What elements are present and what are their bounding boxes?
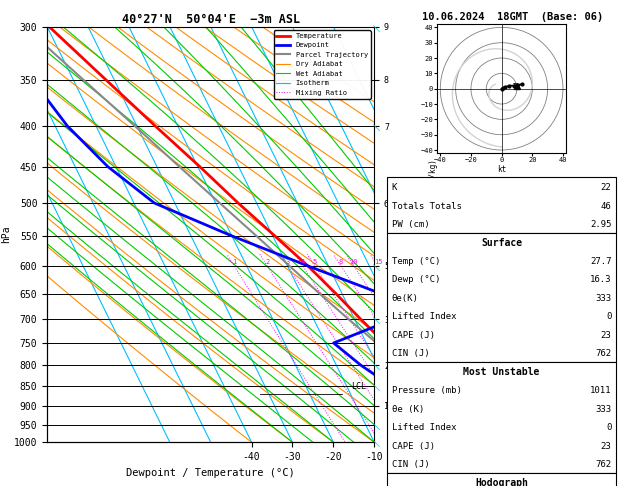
Text: Temp (°C): Temp (°C) [392, 257, 440, 266]
Text: 4: 4 [301, 259, 305, 265]
Text: Mixing Ratio (g/kg): Mixing Ratio (g/kg) [428, 159, 438, 247]
Text: Dewp (°C): Dewp (°C) [392, 276, 440, 284]
Text: 22: 22 [601, 183, 611, 192]
Text: CIN (J): CIN (J) [392, 460, 430, 469]
Text: 23: 23 [601, 442, 611, 451]
Text: |: | [371, 381, 381, 391]
Text: 1: 1 [232, 259, 237, 265]
Text: 0: 0 [606, 423, 611, 432]
Text: Lifted Index: Lifted Index [392, 312, 457, 321]
Text: |: | [371, 121, 381, 131]
Text: CAPE (J): CAPE (J) [392, 331, 435, 340]
Text: PW (cm): PW (cm) [392, 220, 430, 229]
X-axis label: kt: kt [497, 165, 506, 174]
Text: 15: 15 [374, 259, 382, 265]
Text: |: | [371, 437, 381, 447]
Legend: Temperature, Dewpoint, Parcel Trajectory, Dry Adiabat, Wet Adiabat, Isotherm, Mi: Temperature, Dewpoint, Parcel Trajectory… [274, 30, 370, 99]
Text: 3: 3 [286, 259, 290, 265]
Text: 10: 10 [350, 259, 358, 265]
Y-axis label: km
ASL: km ASL [392, 227, 411, 242]
Text: 1011: 1011 [590, 386, 611, 395]
X-axis label: Dewpoint / Temperature (°C): Dewpoint / Temperature (°C) [126, 468, 295, 478]
Text: 333: 333 [595, 405, 611, 414]
Text: 27.7: 27.7 [590, 257, 611, 266]
Text: CAPE (J): CAPE (J) [392, 442, 435, 451]
Text: K: K [392, 183, 398, 192]
Text: 23: 23 [601, 331, 611, 340]
Y-axis label: hPa: hPa [1, 226, 11, 243]
Text: 762: 762 [595, 349, 611, 358]
Text: |: | [371, 419, 381, 430]
Text: CIN (J): CIN (J) [392, 349, 430, 358]
Text: 2: 2 [265, 259, 269, 265]
Text: |: | [371, 261, 381, 271]
Text: Lifted Index: Lifted Index [392, 423, 457, 432]
Text: © weatheronline.co.uk: © weatheronline.co.uk [448, 471, 552, 480]
Text: 333: 333 [595, 294, 611, 303]
Text: |: | [371, 22, 381, 32]
Text: 0: 0 [606, 312, 611, 321]
Text: 16.3: 16.3 [590, 276, 611, 284]
Text: Surface: Surface [481, 238, 522, 248]
Text: 762: 762 [595, 460, 611, 469]
Text: LCL: LCL [351, 382, 366, 391]
Text: Hodograph: Hodograph [475, 478, 528, 486]
Text: θe(K): θe(K) [392, 294, 419, 303]
Title: 40°27'N  50°04'E  −3m ASL: 40°27'N 50°04'E −3m ASL [121, 13, 300, 26]
Text: Pressure (mb): Pressure (mb) [392, 386, 462, 395]
Text: Totals Totals: Totals Totals [392, 202, 462, 210]
Text: |: | [371, 360, 381, 370]
Text: Most Unstable: Most Unstable [464, 367, 540, 377]
Text: θe (K): θe (K) [392, 405, 424, 414]
Text: 46: 46 [601, 202, 611, 210]
Text: 2.95: 2.95 [590, 220, 611, 229]
Text: |: | [371, 314, 381, 324]
Text: 8: 8 [339, 259, 343, 265]
Text: 10.06.2024  18GMT  (Base: 06): 10.06.2024 18GMT (Base: 06) [422, 12, 603, 22]
Text: 5: 5 [313, 259, 317, 265]
